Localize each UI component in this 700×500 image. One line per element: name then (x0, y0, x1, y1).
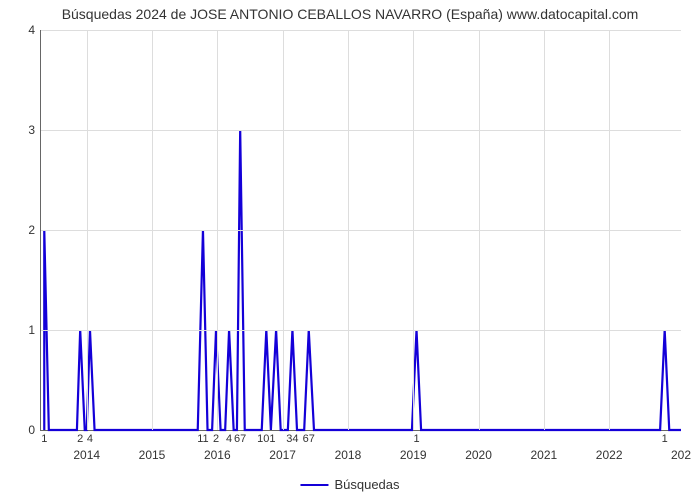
peak-label: 1 (413, 433, 419, 445)
legend: Búsquedas (300, 477, 399, 492)
peak-label: 67 (303, 433, 315, 445)
gridline-v (87, 30, 88, 430)
xtick-label: 2016 (204, 448, 231, 462)
peak-label: 1 (41, 433, 47, 445)
chart-container: Búsquedas 2024 de JOSE ANTONIO CEBALLOS … (0, 0, 700, 500)
peak-label: 34 (286, 433, 298, 445)
chart-title: Búsquedas 2024 de JOSE ANTONIO CEBALLOS … (0, 6, 700, 22)
gridline-v (609, 30, 610, 430)
xtick-label: 2015 (139, 448, 166, 462)
xtick-label: 2017 (269, 448, 296, 462)
xtick-label: 2020 (465, 448, 492, 462)
peak-label: 4 (226, 433, 232, 445)
ytick-label: 1 (28, 323, 35, 337)
gridline-h (41, 330, 681, 331)
ytick-label: 3 (28, 123, 35, 137)
gridline-v (217, 30, 218, 430)
series-line (44, 130, 681, 430)
gridline-h (41, 130, 681, 131)
gridline-v (544, 30, 545, 430)
gridline-v (152, 30, 153, 430)
peak-label: 67 (234, 433, 246, 445)
peak-label: 2 (77, 433, 83, 445)
legend-label: Búsquedas (334, 477, 399, 492)
gridline-v (348, 30, 349, 430)
gridline-h (41, 30, 681, 31)
gridline-v (283, 30, 284, 430)
legend-swatch (300, 484, 328, 486)
ytick-label: 2 (28, 223, 35, 237)
xtick-label: 2014 (73, 448, 100, 462)
xtick-label: 202 (671, 448, 691, 462)
xtick-label: 2019 (400, 448, 427, 462)
peak-label: 101 (257, 433, 275, 445)
gridline-v (479, 30, 480, 430)
gridline-v (413, 30, 414, 430)
peak-label: 2 (213, 433, 219, 445)
ytick-label: 0 (28, 423, 35, 437)
xtick-label: 2018 (335, 448, 362, 462)
peak-label: 11 (197, 433, 208, 445)
peak-label: 4 (87, 433, 93, 445)
ytick-label: 4 (28, 23, 35, 37)
xtick-label: 2021 (530, 448, 557, 462)
plot-area: 0123420142015201620172018201920202021202… (40, 30, 681, 431)
gridline-h (41, 230, 681, 231)
peak-label: 1 (662, 433, 668, 445)
xtick-label: 2022 (596, 448, 623, 462)
